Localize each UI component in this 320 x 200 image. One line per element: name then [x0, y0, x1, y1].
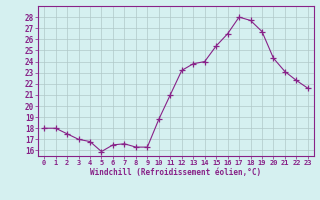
X-axis label: Windchill (Refroidissement éolien,°C): Windchill (Refroidissement éolien,°C) [91, 168, 261, 177]
